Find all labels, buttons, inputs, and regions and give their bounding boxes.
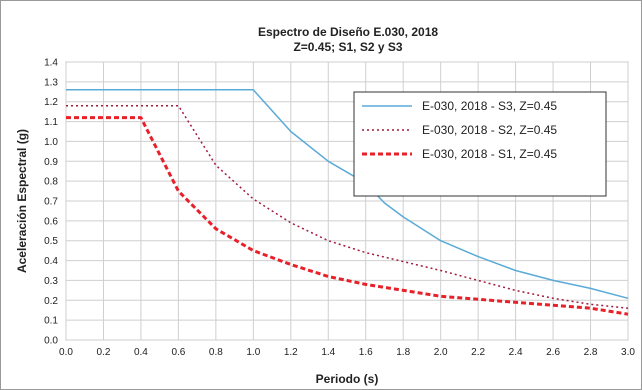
x-axis-label: Periodo (s) (316, 372, 379, 386)
x-tick-label: 0.0 (59, 347, 73, 358)
y-tick-labels: 0.0 0.1 0.2 0.3 0.4 0.5 0.6 0.7 0.8 0.9 1.0 1.1 1.2 1… (44, 58, 58, 347)
series-line-0 (66, 89, 629, 300)
y-tick-label: 1.3 (44, 77, 58, 88)
x-tick-label: 1.4 (321, 347, 335, 358)
legend-box (353, 91, 607, 197)
x-tick-label: 1.2 (284, 347, 298, 358)
legend: E-030, 2018 - S3, Z=0.45 E-030, 2018 - S… (353, 91, 607, 197)
series-line-1 (66, 104, 629, 309)
x-tick-label: 2.4 (509, 347, 523, 358)
x-tick-label: 3.0 (621, 347, 635, 358)
chart-title: Espectro de Diseño E.030, 2018 Z=0.45; S… (258, 25, 438, 54)
y-tick-label: 0.1 (44, 316, 58, 327)
y-tick-label: 0.5 (44, 236, 58, 247)
x-tick-label: 2.2 (471, 347, 485, 358)
legend-label-s3: E-030, 2018 - S3, Z=0.45 (422, 99, 557, 113)
legend-label-s1: E-030, 2018 - S1, Z=0.45 (422, 147, 557, 161)
x-tick-label: 1.8 (396, 347, 410, 358)
y-tick-label: 1.0 (44, 137, 58, 148)
x-tick-label: 1.6 (359, 347, 373, 358)
x-tick-label: 1.0 (246, 347, 260, 358)
y-tick-label: 0.4 (44, 256, 58, 267)
x-tick-label: 2.8 (584, 347, 598, 358)
x-tick-label: 2.0 (434, 347, 448, 358)
x-tick-label: 0.4 (134, 347, 148, 358)
y-tick-label: 0.9 (44, 157, 58, 168)
y-tick-label: 0.0 (44, 336, 58, 347)
y-tick-label: 0.7 (44, 197, 58, 208)
y-tick-label: 1.2 (44, 97, 58, 108)
y-tick-label: 0.3 (44, 276, 58, 287)
y-tick-label: 0.2 (44, 296, 58, 307)
chart-title-line-2: Z=0.45; S1, S2 y S3 (293, 40, 402, 54)
x-tick-labels: 0.0 0.2 0.4 0.6 0.8 1.0 1.2 1.4 1.6 1.8 2.0 2.2 2.4 2… (59, 347, 635, 358)
x-tick-label: 0.8 (209, 347, 223, 358)
x-tick-label: 2.6 (546, 347, 560, 358)
y-tick-label: 1.4 (44, 58, 58, 69)
chart-title-line-1: Espectro de Diseño E.030, 2018 (258, 25, 438, 39)
series-line-2 (66, 116, 629, 316)
x-tick-label: 0.2 (97, 347, 111, 358)
x-tick-label: 0.6 (171, 347, 185, 358)
y-tick-label: 0.6 (44, 216, 58, 227)
y-tick-label: 0.8 (44, 177, 58, 188)
y-axis-label: Aceleración Espectral (g) (15, 129, 29, 273)
series-lines (66, 89, 629, 316)
y-tick-label: 1.1 (44, 117, 58, 128)
legend-label-s2: E-030, 2018 - S2, Z=0.45 (422, 123, 557, 137)
